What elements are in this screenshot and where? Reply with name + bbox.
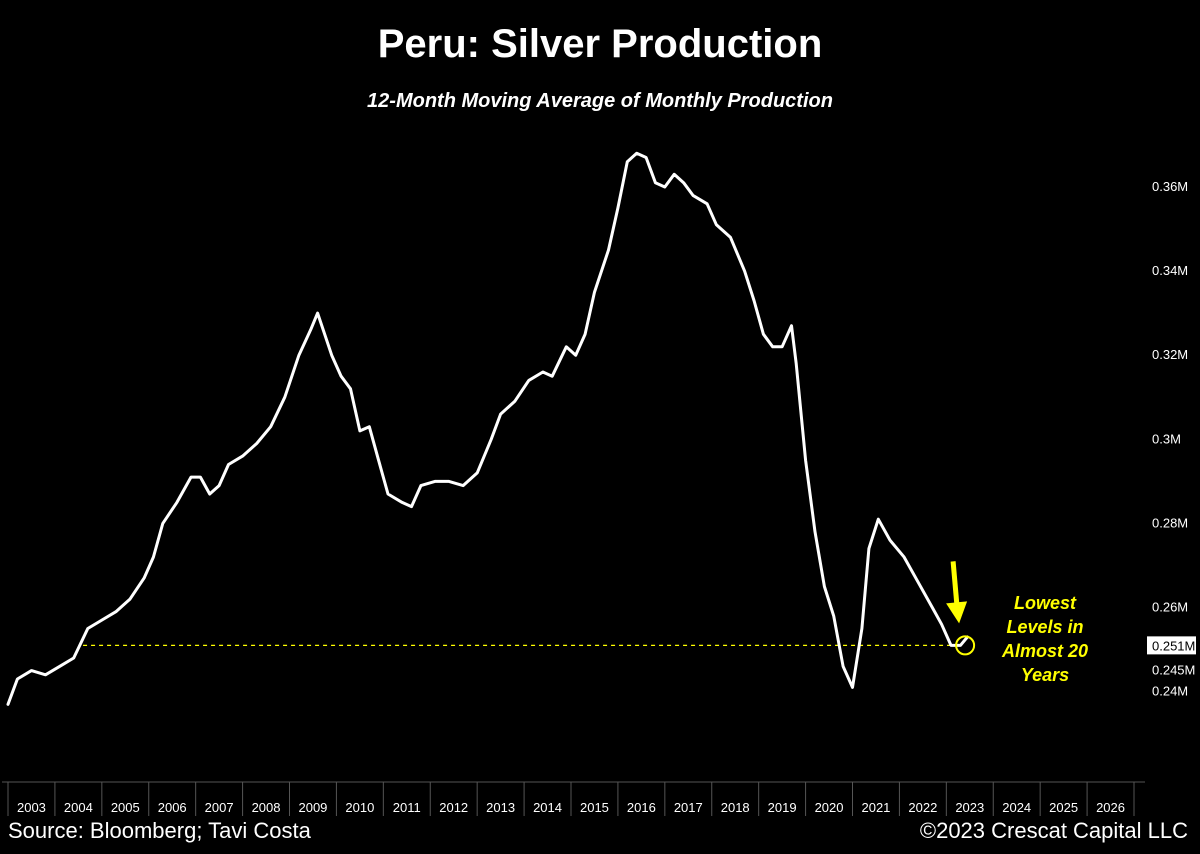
annotation-arrow-shaft — [950, 561, 960, 608]
last-value-label: 0.251M — [1152, 638, 1195, 653]
y-tick-label: 0.24M — [1152, 684, 1188, 699]
x-tick-label: 2026 — [1096, 800, 1125, 815]
x-tick-label: 2007 — [205, 800, 234, 815]
y-tick-label: 0.245M — [1152, 663, 1195, 678]
copyright-note: ©2023 Crescat Capital LLC — [919, 818, 1188, 843]
x-tick-label: 2017 — [674, 800, 703, 815]
y-tick-label: 0.28M — [1152, 515, 1188, 530]
x-tick-label: 2024 — [1002, 800, 1031, 815]
x-tick-label: 2023 — [955, 800, 984, 815]
x-tick-label: 2003 — [17, 800, 46, 815]
y-tick-label: 0.36M — [1152, 179, 1188, 194]
x-tick-label: 2005 — [111, 800, 140, 815]
y-tick-label: 0.26M — [1152, 600, 1188, 615]
x-tick-label: 2006 — [158, 800, 187, 815]
x-tick-label: 2008 — [252, 800, 281, 815]
highlight-circle — [955, 635, 976, 656]
x-tick-label: 2011 — [393, 800, 421, 815]
source-note: Source: Bloomberg; Tavi Costa — [8, 818, 311, 843]
annotation-text-line: Almost 20 — [1001, 641, 1088, 661]
x-tick-label: 2018 — [721, 800, 750, 815]
series-line — [6, 151, 969, 706]
y-tick-label: 0.34M — [1152, 263, 1188, 278]
x-tick-label: 2010 — [345, 800, 374, 815]
x-tick-label: 2025 — [1049, 800, 1078, 815]
x-tick-label: 2012 — [439, 800, 468, 815]
x-tick-label: 2019 — [768, 800, 797, 815]
annotation-text-line: Lowest — [1014, 593, 1077, 613]
last-value-badge — [1147, 636, 1196, 655]
chart-title: Peru: Silver Production — [377, 22, 823, 66]
y-tick-label: 0.32M — [1152, 347, 1188, 362]
annotation-text-line: Levels in — [1006, 617, 1083, 637]
x-tick-label: 2022 — [908, 800, 937, 815]
x-tick-label: 2009 — [298, 800, 327, 815]
x-tick-label: 2016 — [627, 800, 656, 815]
x-tick-label: 2004 — [64, 800, 93, 815]
annotation-arrow-head — [946, 601, 968, 624]
chart-subtitle: 12-Month Moving Average of Monthly Produ… — [367, 90, 833, 112]
x-tick-label: 2014 — [533, 800, 562, 815]
x-tick-label: 2021 — [861, 800, 890, 815]
x-tick-label: 2020 — [815, 800, 844, 815]
x-tick-label: 2013 — [486, 800, 515, 815]
annotation-text-line: Years — [1021, 665, 1069, 685]
x-tick-label: 2015 — [580, 800, 609, 815]
y-tick-label: 0.3M — [1152, 431, 1181, 446]
